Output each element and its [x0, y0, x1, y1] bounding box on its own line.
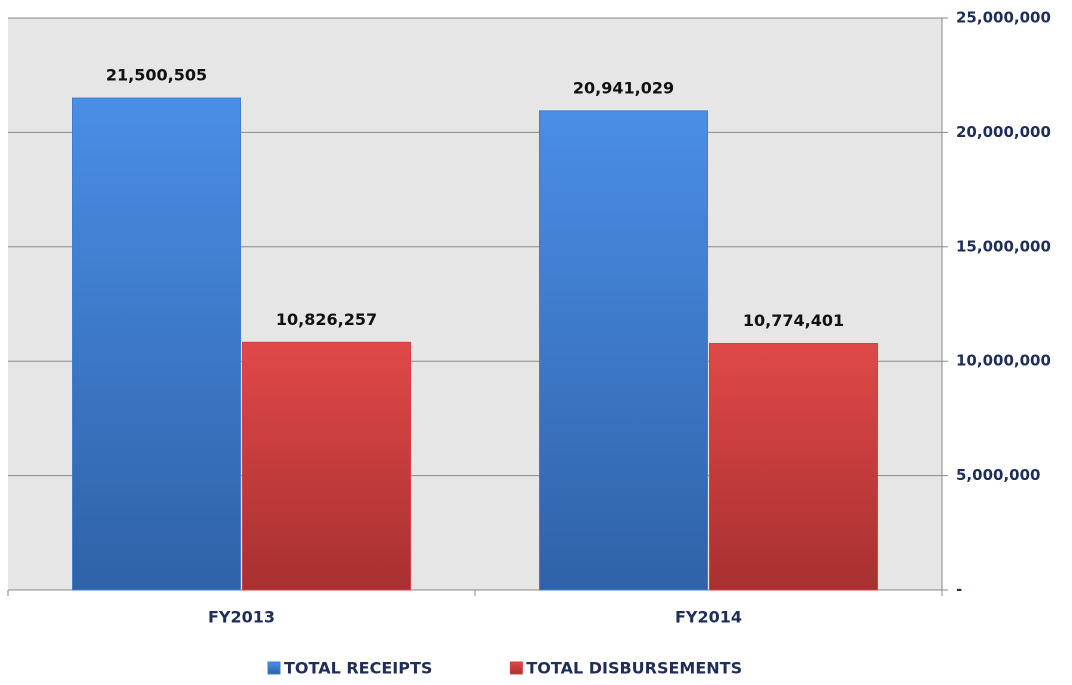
y-tick-label: 15,000,000: [956, 237, 1051, 255]
y-tick-label: 10,000,000: [956, 352, 1051, 370]
data-label: 10,774,401: [743, 311, 844, 330]
bar: [72, 97, 241, 591]
legend-swatch: [509, 661, 523, 675]
x-tick-label: FY2014: [675, 608, 742, 627]
y-tick-label: 5,000,000: [956, 466, 1040, 484]
data-label: 21,500,505: [106, 66, 207, 85]
legend-label: TOTAL DISBURSEMENTS: [526, 659, 742, 678]
y-tick-label: -: [956, 581, 962, 599]
bar: [709, 342, 878, 591]
legend-swatch: [267, 661, 281, 675]
legend-label: TOTAL RECEIPTS: [284, 659, 432, 678]
y-tick-label: 20,000,000: [956, 123, 1051, 141]
bar: [242, 341, 411, 591]
data-label: 10,826,257: [276, 310, 377, 329]
y-tick-label: 25,000,000: [956, 9, 1051, 27]
bar: [539, 110, 708, 591]
x-tick-label: FY2013: [208, 608, 275, 627]
data-label: 20,941,029: [573, 78, 674, 97]
